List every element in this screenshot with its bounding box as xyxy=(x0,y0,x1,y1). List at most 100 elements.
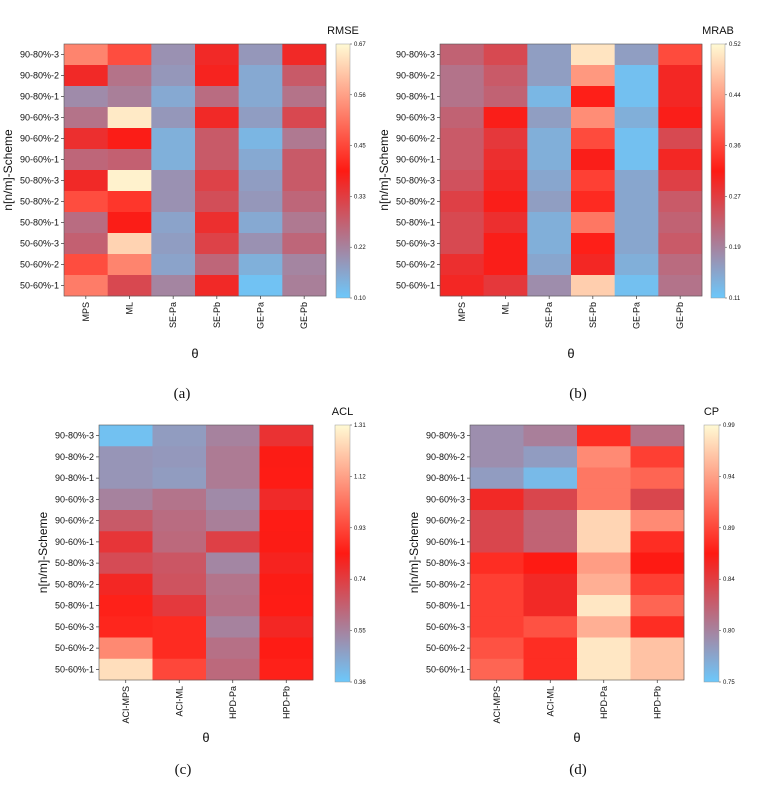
heatmap-cell xyxy=(151,107,196,129)
y-tick-label: 90-60%-3 xyxy=(426,494,465,504)
x-tick-label: MPS xyxy=(81,302,91,322)
colorbar-tick-label: 0.36 xyxy=(354,680,366,686)
x-tick-label: HPD-Pa xyxy=(228,686,238,719)
heatmap-cell xyxy=(527,107,572,129)
heatmap-cell xyxy=(206,573,260,596)
heatmap-cell xyxy=(64,107,108,129)
colorbar-title: RMSE xyxy=(327,25,359,37)
heatmap-cell xyxy=(577,488,631,511)
heatmap-cell xyxy=(440,44,484,66)
heatmap-cell xyxy=(238,275,283,297)
heatmap-cell xyxy=(571,170,615,192)
colorbar-tick-label: 0.80 xyxy=(723,629,735,635)
heatmap-cell xyxy=(282,254,327,276)
heatmap-cell xyxy=(470,467,524,490)
heatmap-cell xyxy=(282,233,327,255)
x-tick-label: ACI-ML xyxy=(174,686,184,717)
colorbar-tick-label: 0.99 xyxy=(723,423,735,429)
colorbar-title: ACL xyxy=(332,406,353,418)
heatmap-cell xyxy=(238,170,283,192)
heatmap-cell xyxy=(152,595,207,617)
y-tick-label: 90-60%-1 xyxy=(20,155,59,165)
heatmap-cell xyxy=(630,510,685,532)
heatmap-cell xyxy=(658,170,703,192)
y-axis-label: n[n/m]-Scheme xyxy=(36,511,50,593)
heatmap-cell xyxy=(577,637,631,660)
heatmap-cell xyxy=(614,191,659,213)
y-tick-label: 50-60%-2 xyxy=(396,260,435,270)
heatmap-cell xyxy=(483,86,528,108)
heatmap-cell xyxy=(483,149,528,171)
heatmap-cell xyxy=(64,44,108,66)
colorbar-tick-label: 0.89 xyxy=(723,526,735,532)
colorbar-tick-label: 0.45 xyxy=(354,144,366,150)
plot-frame xyxy=(63,43,327,297)
heatmap-cell xyxy=(206,552,260,575)
heatmap-cell xyxy=(99,595,153,617)
heatmap-cell xyxy=(523,446,578,468)
heatmap-cell xyxy=(630,446,685,468)
heatmap-cell xyxy=(282,128,327,150)
heatmap-cell xyxy=(614,170,659,192)
colorbar-tick-label: 0.52 xyxy=(729,42,741,48)
heatmap-cell xyxy=(259,446,314,468)
heatmap-cell xyxy=(470,658,524,681)
heatmap-cell xyxy=(195,44,239,66)
heatmap-cell xyxy=(483,44,528,66)
heatmap-cell xyxy=(440,275,484,297)
x-tick-label: SE-Pa xyxy=(544,302,554,328)
colorbar-tick-label: 0.75 xyxy=(723,680,735,686)
heatmap-cell xyxy=(527,86,572,108)
heatmap-panel-acl: 90-80%-3 90-80%-2 90-80%-1 90-60%-3 90-60%-2… xyxy=(36,406,366,778)
heatmap-cell xyxy=(151,128,196,150)
heatmap-cell xyxy=(614,212,659,234)
heatmap-cell xyxy=(658,65,703,87)
heatmap-cell xyxy=(577,552,631,575)
heatmap-cell xyxy=(107,212,152,234)
heatmap-cell xyxy=(577,573,631,596)
heatmap-cell xyxy=(195,233,239,255)
heatmap-cell xyxy=(571,233,615,255)
heatmap-cell xyxy=(630,467,685,490)
heatmap-cell xyxy=(523,616,578,638)
heatmap-cell xyxy=(571,86,615,108)
heatmap-cell xyxy=(658,212,703,234)
heatmap-cell xyxy=(64,65,108,87)
heatmap-cell xyxy=(238,128,283,150)
heatmap-cell xyxy=(527,149,572,171)
colorbar-tick-label: 0.10 xyxy=(354,296,366,302)
y-tick-label: 50-60%-3 xyxy=(55,622,94,632)
heatmap-cell xyxy=(99,573,153,596)
heatmap-cell xyxy=(614,149,659,171)
heatmap-cell xyxy=(99,467,153,490)
heatmap-cell xyxy=(206,637,260,660)
heatmap-cell xyxy=(658,254,703,276)
heatmap-cell xyxy=(259,573,314,596)
heatmap-cell xyxy=(527,212,572,234)
colorbar xyxy=(703,424,720,683)
heatmap-cell xyxy=(630,637,685,660)
x-axis-label: θ xyxy=(573,730,580,745)
heatmap-cell xyxy=(195,65,239,87)
heatmap-cell xyxy=(107,44,152,66)
heatmap-cell xyxy=(238,65,283,87)
heatmap-cell xyxy=(523,595,578,617)
heatmap-cell xyxy=(614,44,659,66)
heatmap-cell xyxy=(64,149,108,171)
heatmap-cell xyxy=(630,425,685,447)
heatmap-cell xyxy=(195,254,239,276)
y-tick-label: 50-60%-2 xyxy=(55,643,94,653)
heatmap-cell xyxy=(238,191,283,213)
heatmap-cell xyxy=(658,191,703,213)
heatmap-cell xyxy=(440,86,484,108)
heatmap-cell xyxy=(206,658,260,681)
heatmap-cell xyxy=(99,552,153,575)
heatmap-cell xyxy=(152,531,207,553)
x-tick-label: ACI-MPS xyxy=(492,686,502,724)
heatmap-cell xyxy=(571,212,615,234)
heatmap-cell xyxy=(658,149,703,171)
heatmap-cell xyxy=(99,658,153,681)
heatmap-cell xyxy=(99,446,153,468)
y-tick-label: 50-60%-1 xyxy=(20,281,59,291)
